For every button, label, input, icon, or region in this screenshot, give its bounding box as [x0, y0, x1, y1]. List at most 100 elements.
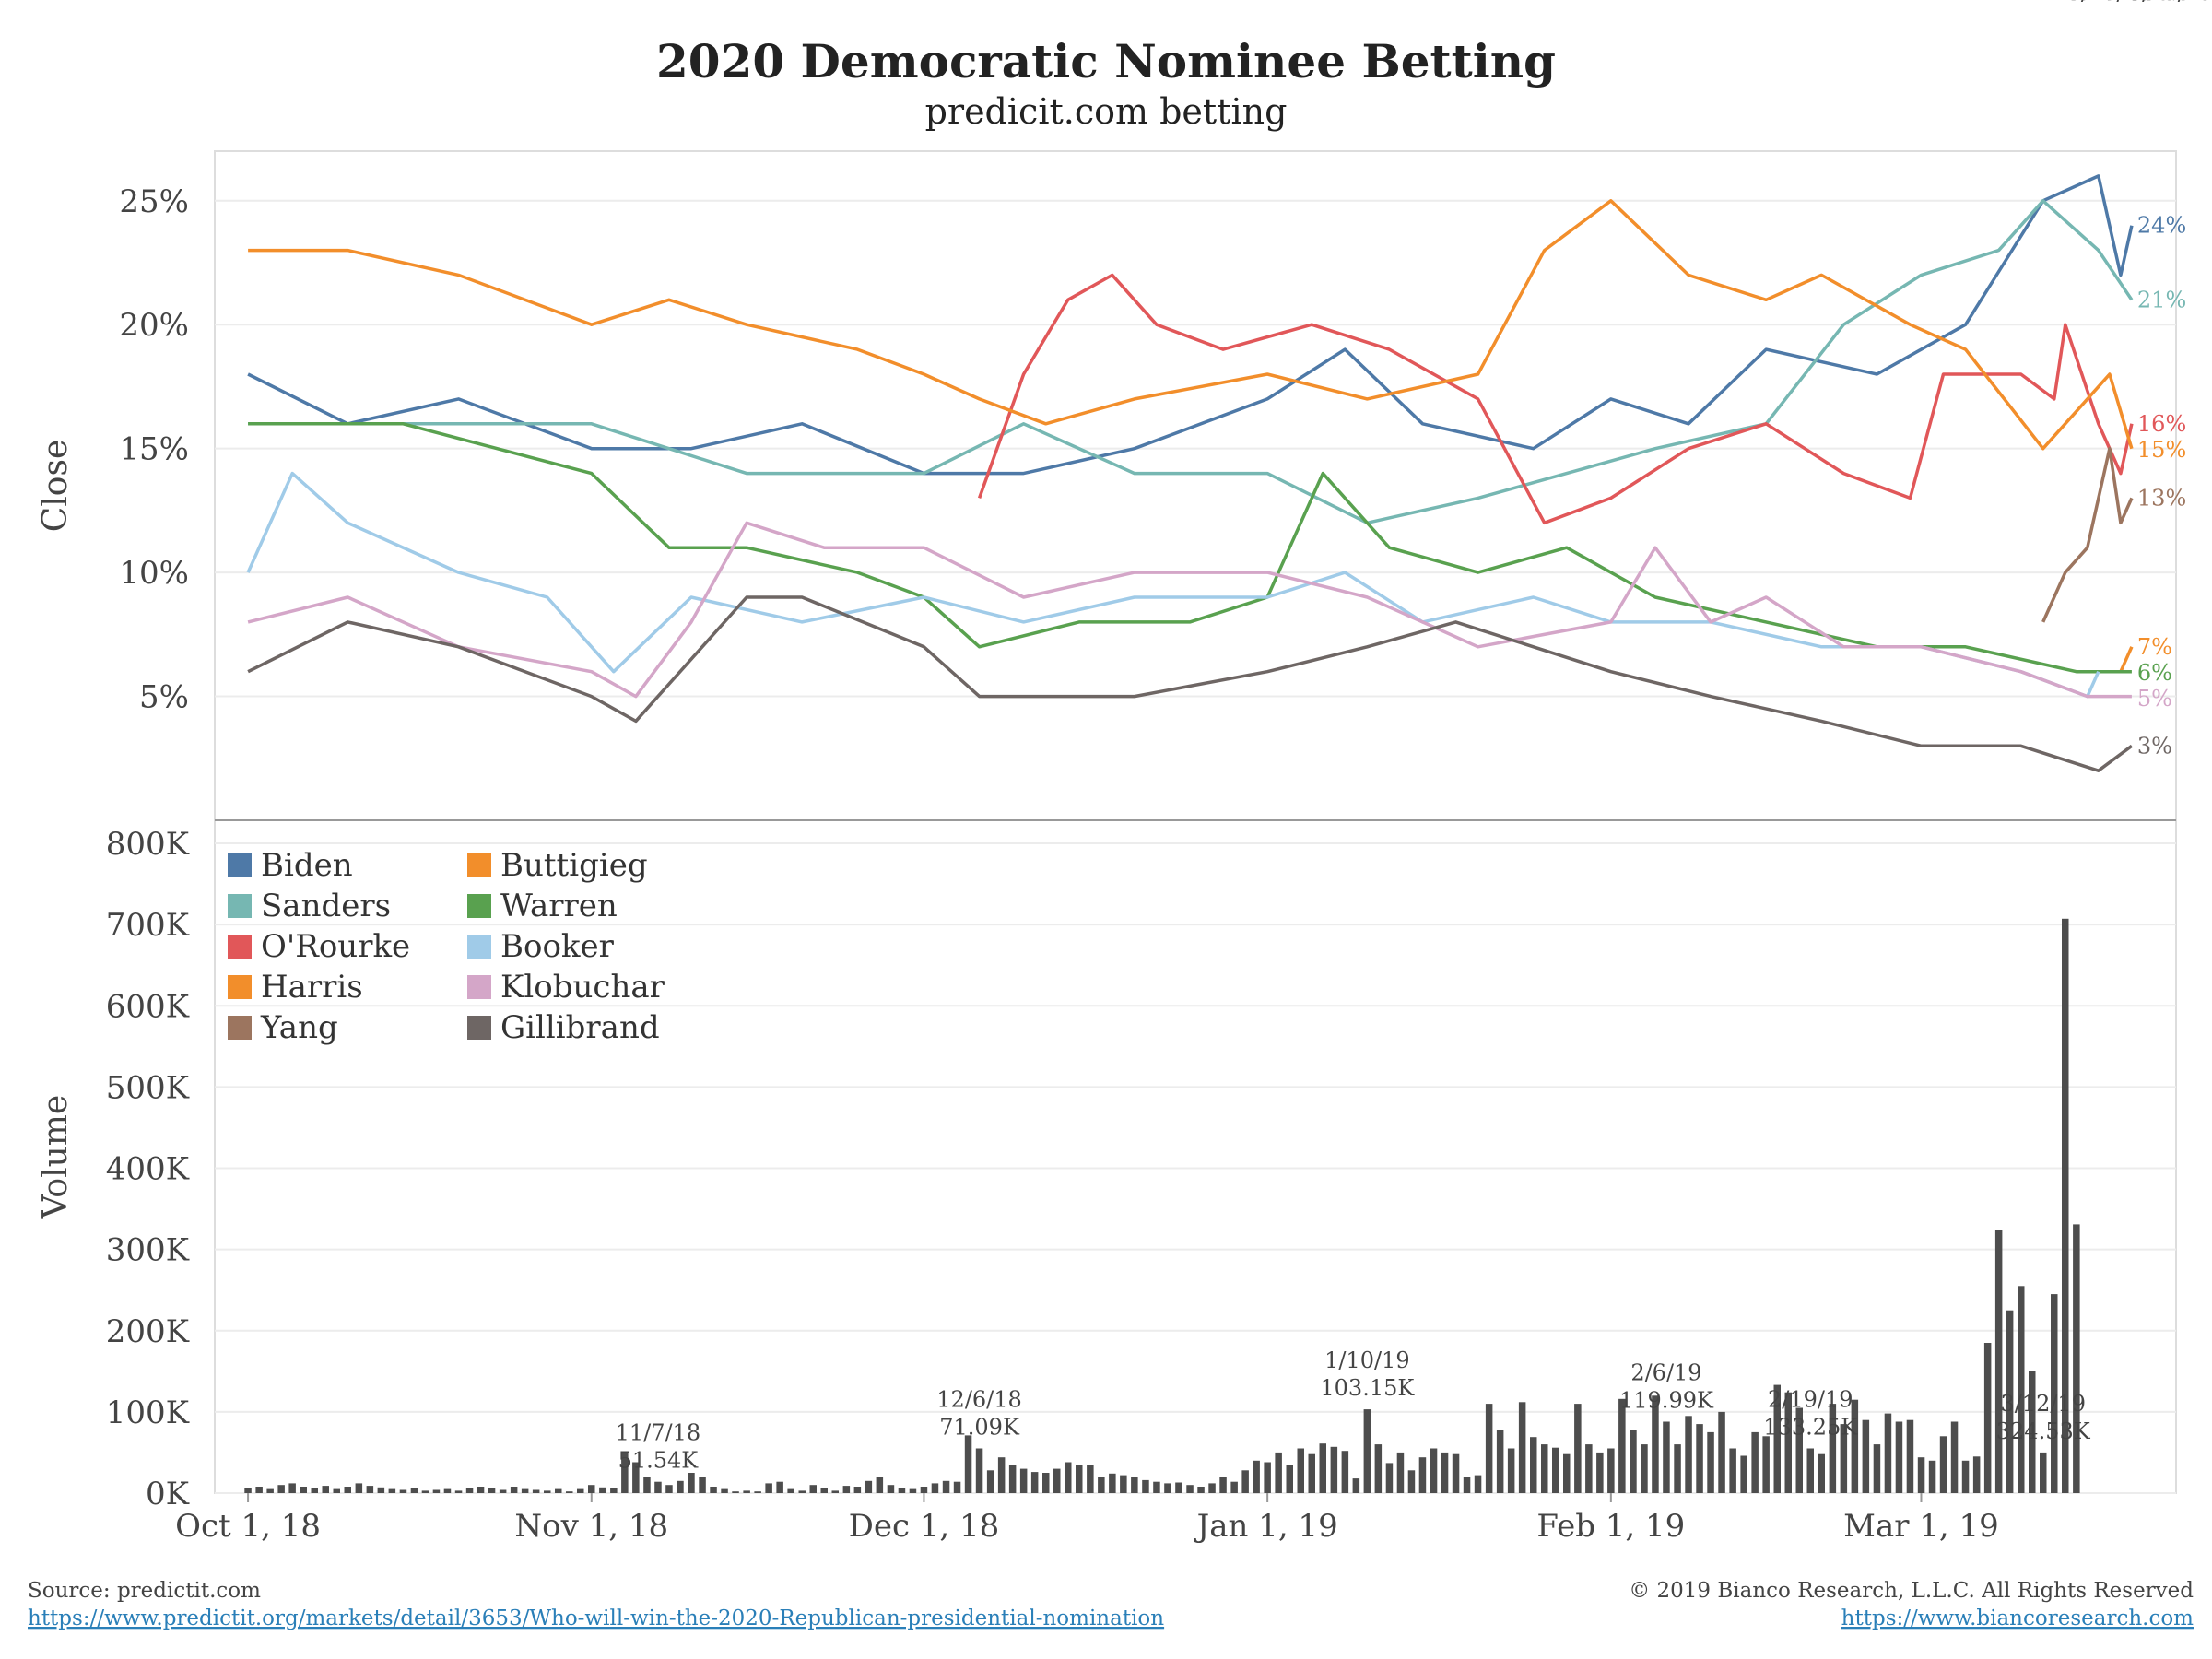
volume-bar [1585, 1444, 1593, 1493]
volume-bar [1950, 1421, 1959, 1493]
volume-bar [1718, 1411, 1725, 1493]
source-link[interactable]: https://www.predictit.org/markets/detail… [28, 1606, 1164, 1630]
volume-bar [1120, 1475, 1127, 1493]
end-label-biden: 24% [2137, 213, 2186, 239]
legend-label: Warren [500, 888, 618, 924]
volume-bar [1430, 1448, 1438, 1493]
volume-bar [1740, 1455, 1747, 1493]
volume-bar [544, 1490, 551, 1493]
annotation-value: 330.92K [2128, 0, 2212, 6]
volume-y-tick-label: 300K [106, 1232, 190, 1269]
volume-bar [1286, 1465, 1293, 1493]
volume-bar [443, 1488, 452, 1493]
volume-bar [931, 1483, 939, 1493]
volume-bar [1806, 1448, 1814, 1493]
volume-bar [1507, 1448, 1515, 1493]
volume-bar [499, 1489, 507, 1493]
volume-bar [1563, 1453, 1571, 1493]
volume-bar [842, 1486, 851, 1493]
price-panel-frame [214, 150, 2177, 821]
volume-bar [721, 1488, 728, 1493]
legend-swatch [228, 853, 252, 877]
volume-bar [465, 1488, 474, 1493]
volume-bar [255, 1487, 263, 1493]
annotation-date: 3/12/19 [2000, 1391, 2086, 1417]
volume-y-tick-label: 400K [106, 1151, 190, 1188]
volume-bar [1729, 1448, 1736, 1493]
volume-bar [399, 1489, 407, 1493]
volume-bar [1652, 1395, 1659, 1493]
annotation-date: 1/10/19 [1324, 1347, 1410, 1373]
series-line-biden [247, 174, 2134, 476]
price-y-axis-label: Close [37, 440, 75, 533]
volume-bar [1208, 1483, 1216, 1493]
volume-bar [798, 1490, 806, 1493]
volume-bar [1696, 1424, 1703, 1493]
volume-bar [632, 1462, 640, 1493]
price-y-tick-label: 20% [119, 307, 189, 344]
volume-bar [765, 1483, 772, 1493]
volume-bar [820, 1488, 828, 1493]
legend-swatch [228, 894, 252, 918]
volume-gridlines [215, 842, 2176, 1494]
volume-bar [1485, 1404, 1493, 1493]
volume-bar [1685, 1416, 1692, 1493]
volume-bar [1972, 1456, 1981, 1493]
volume-bars [244, 918, 2080, 1494]
volume-bar [1076, 1465, 1083, 1493]
x-axis-ticks: Oct 1, 18 Nov 1, 18 Dec 1, 18 Jan 1, 19 Feb … [175, 1493, 1999, 1545]
volume-bar [300, 1487, 307, 1493]
series-line-warren [248, 422, 2132, 674]
volume-bar [887, 1485, 895, 1493]
volume-bar [1008, 1465, 1017, 1493]
volume-bar [610, 1488, 618, 1493]
volume-bar [477, 1487, 485, 1493]
series-line-harris [248, 199, 2134, 451]
volume-bar [1330, 1446, 1338, 1493]
volume-bar [366, 1486, 374, 1493]
volume-bar [654, 1481, 662, 1493]
volume-bar [732, 1491, 739, 1493]
volume-bar [1541, 1444, 1548, 1493]
annotation-date: 2/6/19 [1630, 1359, 1701, 1385]
volume-bar [521, 1488, 529, 1493]
volume-bar [1862, 1419, 1870, 1493]
volume-bar [920, 1487, 928, 1493]
volume-bar [1219, 1477, 1227, 1493]
volume-y-ticks: 0K 100K 200K 300K 400K 500K 600K 700K 800K [106, 826, 190, 1512]
volume-bar [1818, 1453, 1825, 1493]
volume-bar [1441, 1452, 1449, 1493]
volume-bar [377, 1487, 385, 1493]
volume-bar [421, 1490, 429, 1493]
volume-bar [2062, 918, 2069, 1493]
annotation-date: 3/19/19 [2128, 0, 2212, 6]
volume-bar [566, 1491, 573, 1493]
volume-bar [853, 1487, 862, 1493]
end-label-buttigieg: 7% [2137, 634, 2172, 660]
volume-bar [532, 1489, 540, 1493]
volume-bar [1385, 1463, 1394, 1493]
volume-y-tick-label: 700K [106, 907, 190, 944]
annotation-value: 103.15K [1320, 1375, 1415, 1401]
site-link[interactable]: https://www.biancoresearch.com [1841, 1606, 2194, 1630]
volume-bar [1840, 1424, 1848, 1493]
volume-bar [665, 1485, 673, 1493]
volume-y-tick-label: 500K [106, 1069, 190, 1106]
volume-bar [311, 1488, 318, 1493]
volume-bar [1751, 1431, 1759, 1493]
series-line-klobuchar [247, 521, 2132, 699]
volume-bar [1873, 1444, 1881, 1493]
volume-bar [1773, 1384, 1781, 1493]
volume-bar [997, 1457, 1006, 1493]
price-y-tick-label: 15% [119, 431, 189, 468]
volume-bar [1829, 1404, 1837, 1493]
volume-bar [776, 1481, 783, 1493]
volume-bar [1297, 1448, 1304, 1493]
volume-bar [1574, 1404, 1582, 1493]
volume-bar [1983, 1343, 1992, 1493]
end-label-sanders: 21% [2137, 287, 2186, 312]
chart-subtitle: predicit.com betting [925, 91, 1288, 132]
